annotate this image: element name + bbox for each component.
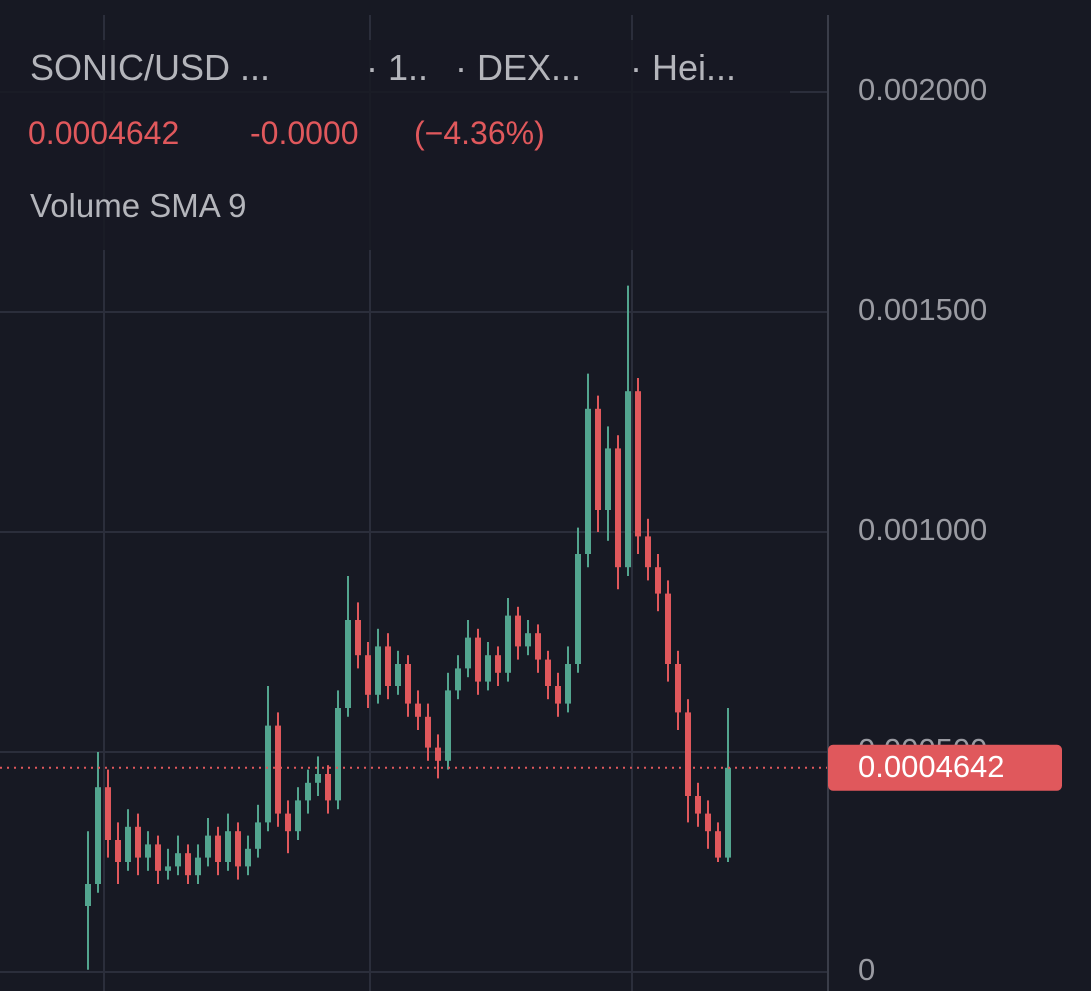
candle-body bbox=[485, 655, 491, 682]
candle-body bbox=[375, 646, 381, 695]
chart-style: · Hei... bbox=[630, 47, 736, 88]
y-tick-label: 0.001000 bbox=[858, 512, 987, 547]
candles bbox=[0, 285, 828, 970]
candle-body bbox=[475, 637, 481, 682]
candle-body bbox=[255, 822, 261, 849]
candle-body bbox=[325, 774, 331, 801]
candle-body bbox=[265, 725, 271, 823]
candle-body bbox=[685, 712, 691, 796]
candle-body bbox=[335, 708, 341, 801]
candle-body bbox=[275, 725, 281, 814]
candle-body bbox=[505, 615, 511, 673]
candle-body bbox=[535, 633, 541, 660]
candle-body bbox=[145, 844, 151, 858]
candle-body bbox=[465, 637, 471, 669]
candle-body bbox=[125, 826, 131, 862]
candle-body bbox=[355, 620, 361, 656]
candle-body bbox=[405, 664, 411, 704]
candle-body bbox=[345, 620, 351, 708]
candle-body bbox=[645, 536, 651, 568]
y-tick-label: 0 bbox=[858, 952, 875, 987]
candle-body bbox=[695, 796, 701, 814]
candle-body bbox=[675, 664, 681, 713]
candle-body bbox=[495, 655, 501, 673]
candle-body bbox=[435, 747, 441, 761]
symbol: SONIC/USD ... bbox=[30, 47, 270, 88]
last-price-tag bbox=[828, 744, 1062, 791]
candle-body bbox=[135, 826, 141, 858]
candle-body bbox=[295, 800, 301, 832]
candle-body bbox=[575, 554, 581, 664]
candle-body bbox=[105, 787, 111, 840]
candle-body bbox=[715, 831, 721, 858]
candle-body bbox=[85, 884, 91, 906]
interval: · 1.. bbox=[366, 47, 428, 88]
candle-body bbox=[165, 866, 171, 871]
candle-body bbox=[665, 593, 671, 664]
candle-body bbox=[95, 787, 101, 884]
candle-body bbox=[225, 831, 231, 862]
candle-body bbox=[725, 767, 731, 858]
candle-body bbox=[655, 567, 661, 594]
candle-body bbox=[365, 655, 371, 695]
candle-body bbox=[205, 835, 211, 858]
candle-body bbox=[455, 668, 461, 691]
candle-body bbox=[115, 840, 121, 862]
indicator: Volume SMA 9 bbox=[30, 187, 246, 224]
candle-body bbox=[635, 391, 641, 537]
candle-body bbox=[585, 408, 591, 554]
last-price: 0.0004642 bbox=[28, 115, 179, 151]
candle-body bbox=[525, 633, 531, 647]
candle-body bbox=[595, 408, 601, 510]
candle-body bbox=[515, 615, 521, 647]
candle-body bbox=[195, 857, 201, 876]
candle-body bbox=[395, 664, 401, 686]
candle-body bbox=[565, 664, 571, 704]
exchange: · DEX... bbox=[455, 47, 581, 88]
candle-body bbox=[555, 686, 561, 704]
candle-body bbox=[415, 703, 421, 717]
candle-body bbox=[155, 844, 161, 871]
change-pct: (−4.36%) bbox=[414, 115, 545, 151]
candle-body bbox=[245, 848, 251, 867]
candle-body bbox=[445, 690, 451, 761]
candle-body bbox=[545, 659, 551, 686]
candle-body bbox=[425, 716, 431, 748]
y-tick-label: 0.001500 bbox=[858, 292, 987, 327]
candle-body bbox=[625, 391, 631, 568]
candle-body bbox=[605, 448, 611, 510]
y-axis: 00.0005000.0010000.0015000.0020000.00046… bbox=[828, 72, 1062, 987]
candle-body bbox=[235, 831, 241, 867]
candle-body bbox=[385, 646, 391, 686]
legend-bg bbox=[0, 40, 790, 250]
candle-body bbox=[315, 774, 321, 783]
candle-body bbox=[705, 813, 711, 832]
candle-body bbox=[185, 853, 191, 876]
change: -0.0000 bbox=[250, 115, 359, 151]
candle-body bbox=[305, 782, 311, 801]
candle-body bbox=[215, 835, 221, 862]
candle-body bbox=[175, 853, 181, 867]
candle-body bbox=[285, 813, 291, 832]
last-price-tag-label: 0.0004642 bbox=[858, 749, 1005, 784]
candle-body bbox=[615, 448, 621, 568]
y-tick-label: 0.002000 bbox=[858, 72, 987, 107]
